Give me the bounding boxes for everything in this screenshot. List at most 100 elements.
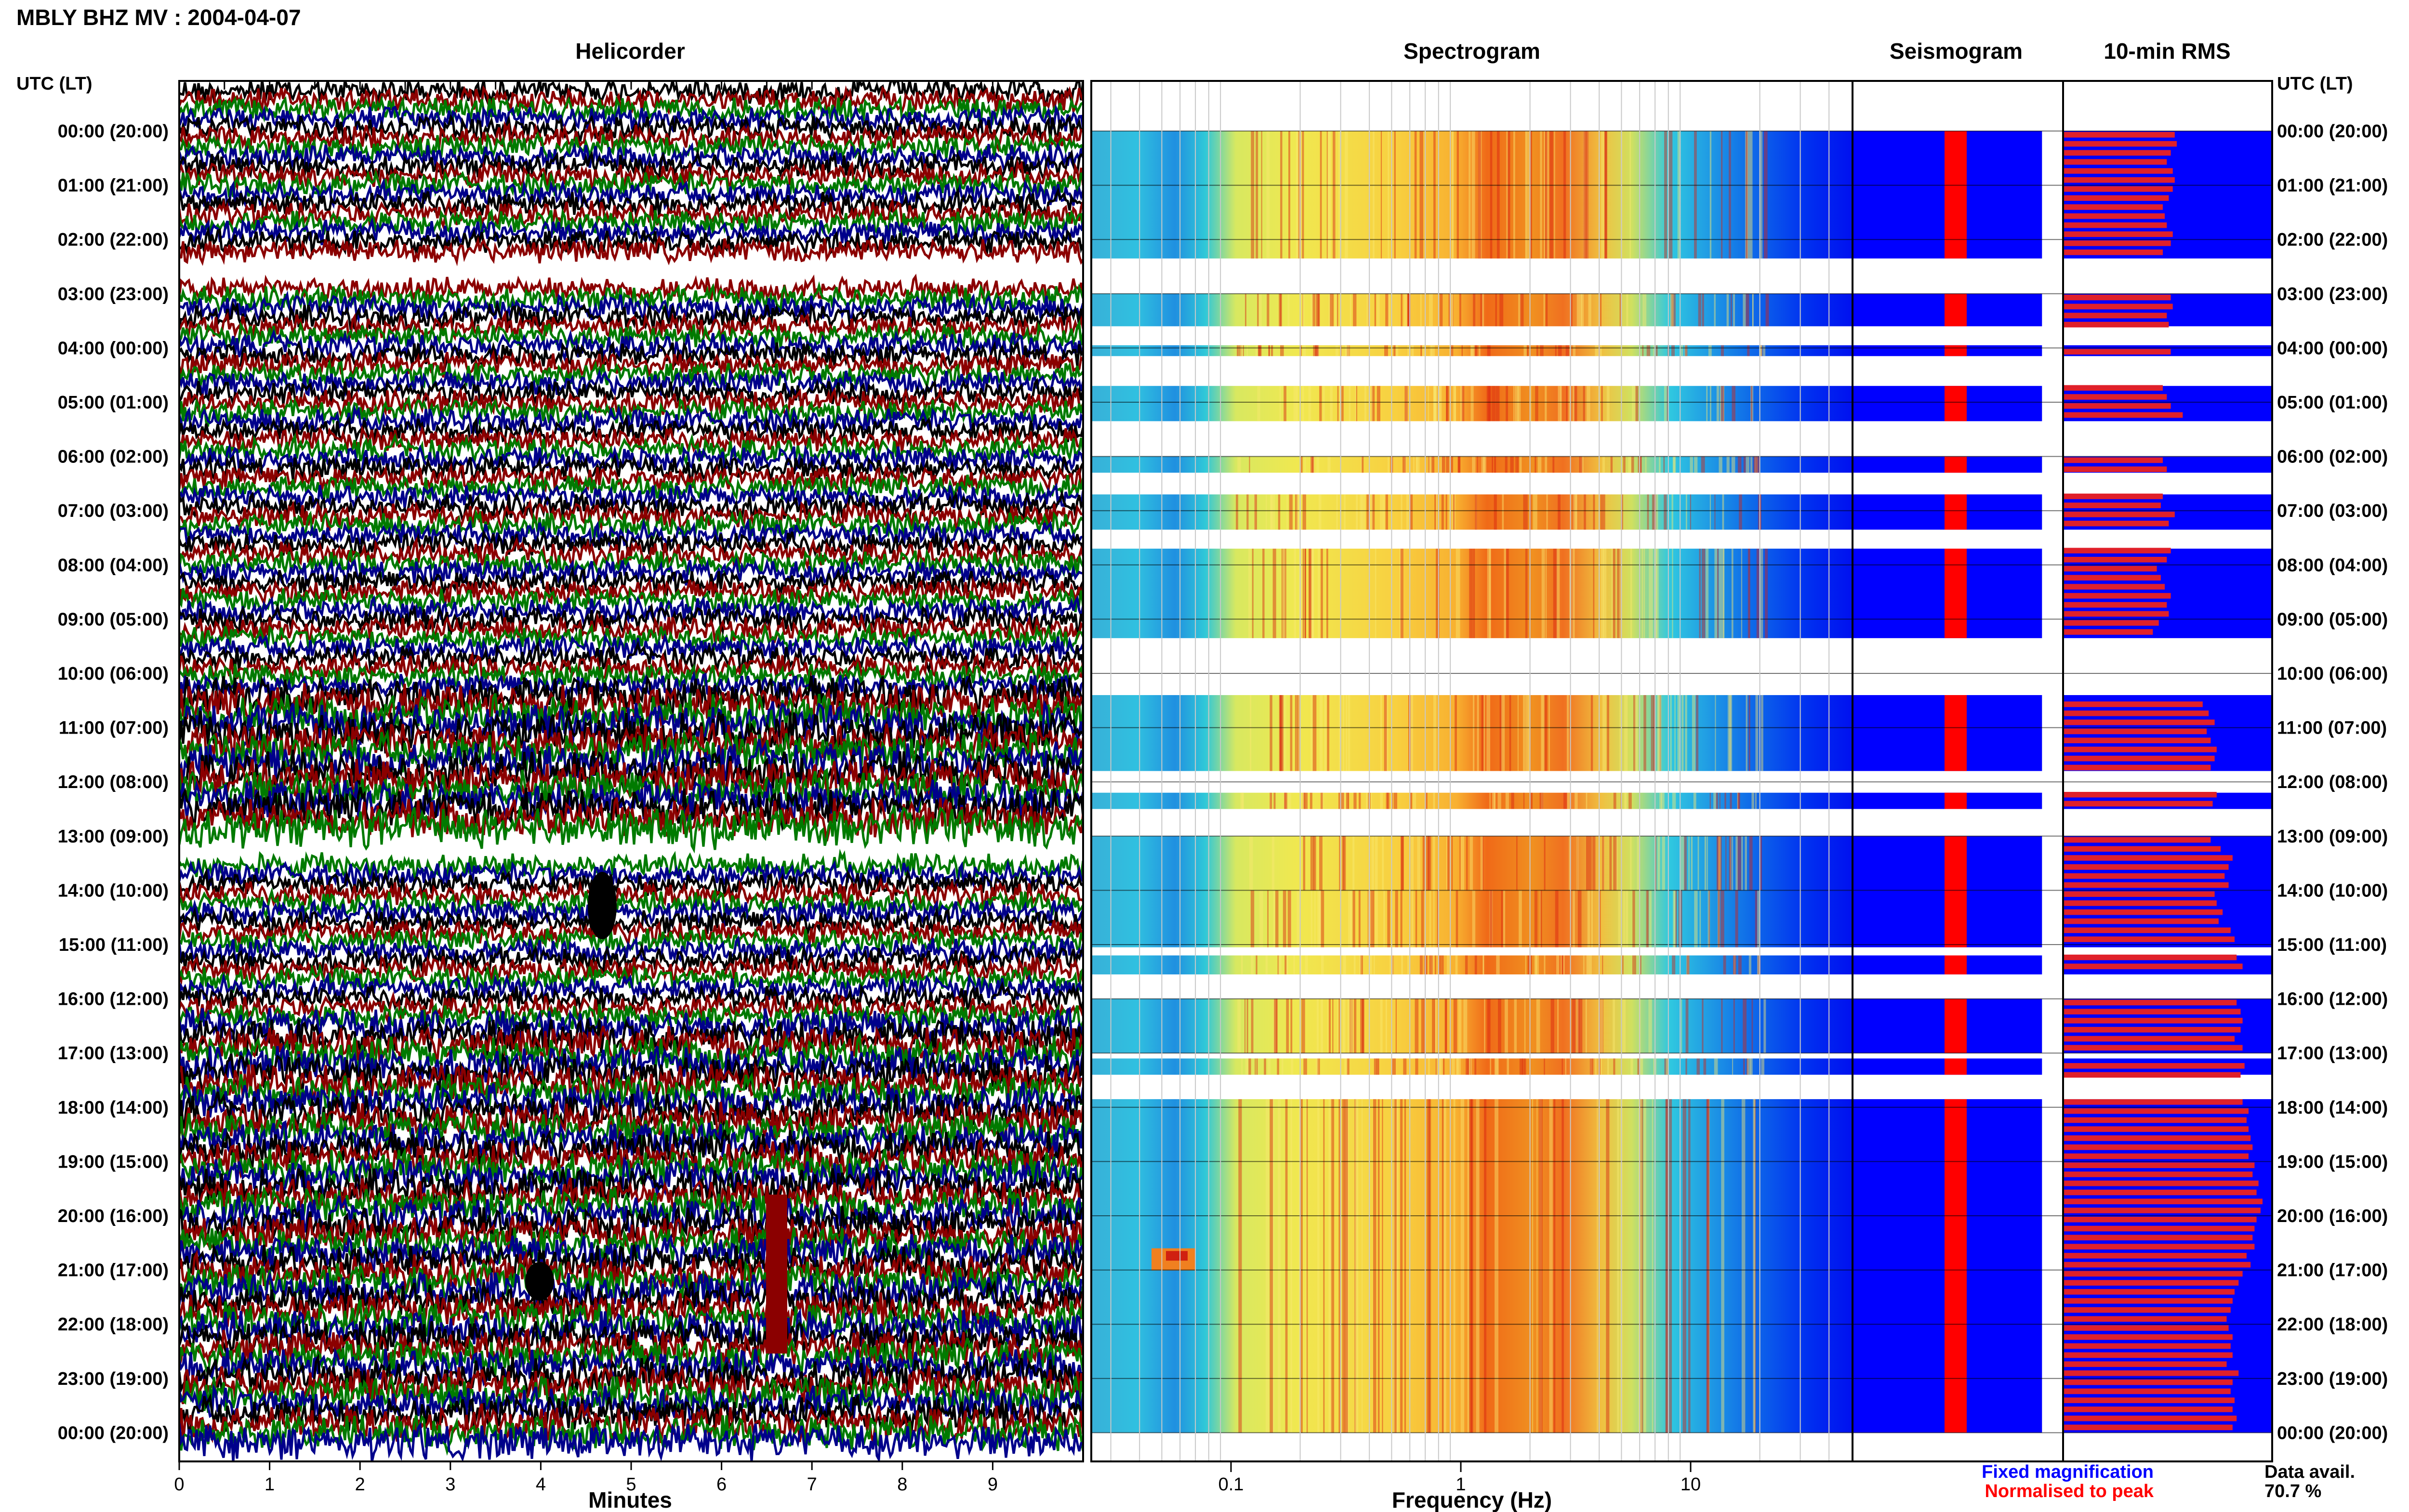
spectrogram-striation	[1237, 345, 1239, 356]
rms-panel	[2063, 131, 2272, 1433]
rms-bar	[2063, 864, 2229, 870]
spectrogram-striation	[1707, 890, 1710, 947]
rms-bar	[2063, 927, 2231, 933]
spectrogram-striation	[1316, 1058, 1319, 1075]
spectrogram-striation	[1642, 293, 1646, 327]
spectrogram-striation	[1305, 955, 1308, 974]
spectrogram-striation	[1604, 131, 1607, 259]
spectrogram-striation	[1622, 955, 1624, 974]
spectrogram-striation	[1496, 131, 1500, 259]
spectrogram-striation	[1699, 549, 1701, 638]
hour-label-right: 00:00 (20:00)	[2277, 121, 2388, 142]
spectrogram-striation	[1585, 999, 1587, 1053]
spectrogram-striation	[1345, 1099, 1349, 1433]
spectrogram-striation	[1698, 293, 1701, 327]
spectrogram-striation	[1600, 999, 1603, 1053]
spectrogram-striation	[1278, 1099, 1281, 1433]
spectrogram-striation	[1535, 456, 1536, 473]
hour-label-left: 14:00 (10:00)	[58, 881, 169, 901]
spectrogram-striation	[1465, 955, 1468, 974]
spectrogram-striation	[1270, 1099, 1273, 1433]
hour-label-right: 19:00 (15:00)	[2277, 1152, 2388, 1172]
spectrogram-striation	[1318, 494, 1322, 530]
spectrogram-striation	[1624, 695, 1628, 771]
spectrogram-striation	[1268, 1058, 1271, 1075]
helicorder-trace	[179, 95, 1083, 126]
rms-bar	[2063, 1198, 2263, 1205]
spectrogram-striation	[1750, 386, 1754, 421]
spectrogram-striation	[1565, 345, 1570, 356]
spectrogram-striation	[1527, 955, 1530, 974]
spectrogram-striation	[1509, 695, 1511, 771]
spectrogram-striation	[1672, 792, 1676, 809]
spectrogram-striation	[1600, 999, 1603, 1053]
spectrogram-striation	[1421, 890, 1424, 947]
rms-bar	[2063, 1144, 2253, 1150]
rms-bar	[2063, 891, 2215, 897]
spectrogram-striation	[1516, 836, 1518, 891]
spectrogram-striation	[1741, 549, 1742, 638]
spectrogram-striation	[1707, 1099, 1710, 1433]
spectrogram-striation	[1555, 345, 1557, 356]
utc-header-right: UTC (LT)	[2277, 74, 2353, 94]
spectrogram-striation	[1672, 293, 1676, 327]
spectrogram-striation	[1298, 1099, 1300, 1433]
spectrogram-striation	[1540, 890, 1542, 947]
spectrogram-striation	[1527, 345, 1529, 356]
spectrogram-striation	[1313, 836, 1316, 891]
spectrogram-striation	[1671, 494, 1673, 530]
spectrogram-striation	[1753, 456, 1757, 473]
spectrogram-striation	[1334, 293, 1337, 327]
spectrogram-striation	[1696, 695, 1699, 771]
spectrogram-striation	[1477, 695, 1479, 771]
spectrogram-striation	[1419, 131, 1423, 259]
spectrogram-striation	[1686, 955, 1690, 974]
spectrogram-striation	[1719, 549, 1721, 638]
spectrogram-striation	[1673, 456, 1675, 473]
helicorder-x-tick-label: 2	[355, 1474, 365, 1495]
spectrogram-striation	[1309, 549, 1312, 638]
spectrogram-striation	[1743, 293, 1746, 327]
spectrogram-striation	[1595, 345, 1599, 356]
spectrogram-striation	[1759, 131, 1763, 259]
spectrogram-striation	[1681, 695, 1684, 771]
spectrogram-striation	[1317, 1099, 1320, 1433]
spectrogram-striation	[1413, 456, 1415, 473]
spectrogram-striation	[1432, 836, 1435, 891]
spectrogram-striation	[1460, 1099, 1465, 1433]
spectrogram-striation	[1310, 836, 1314, 891]
spectrogram-striation	[1496, 955, 1500, 974]
spectrogram-striation	[1243, 345, 1244, 356]
spectrogram-striation	[1576, 999, 1580, 1053]
spectrogram-striation	[1630, 1058, 1633, 1075]
spectrogram-striation	[1492, 792, 1496, 809]
spectrogram-striation	[1352, 890, 1355, 947]
spectrogram-striation	[1429, 293, 1433, 327]
spectrogram-striation	[1537, 456, 1542, 473]
spectrogram-striation	[1472, 345, 1475, 356]
spectrogram-striation	[1581, 293, 1584, 327]
spectrogram-striation	[1586, 131, 1588, 259]
spectrogram-striation	[1577, 890, 1582, 947]
helicorder-trace	[179, 482, 1083, 511]
spectrogram-striation	[1763, 345, 1766, 356]
spectrogram-striation	[1401, 836, 1404, 891]
spectrogram-striation	[1283, 549, 1285, 638]
spectrogram-striation	[1338, 1099, 1341, 1433]
spectrogram-striation	[1427, 1099, 1430, 1433]
helicorder-x-tick-label: 1	[265, 1474, 275, 1495]
spectrogram-striation	[1653, 345, 1655, 356]
spectrogram-striation	[1303, 1058, 1307, 1075]
spectrogram-striation	[1484, 1099, 1487, 1433]
helicorder-trace	[179, 971, 1083, 1005]
spectrogram-striation	[1737, 456, 1742, 473]
spectrogram-striation	[1401, 955, 1403, 974]
spectrogram-striation	[1579, 293, 1582, 327]
spectrogram-striation	[1310, 890, 1312, 947]
rms-bar	[2063, 349, 2171, 355]
helicorder-event	[588, 872, 617, 939]
spectrogram-striation	[1248, 549, 1251, 638]
spectrogram-striation	[1472, 695, 1475, 771]
spectrogram-striation	[1279, 695, 1283, 771]
hour-label-right: 15:00 (11:00)	[2277, 935, 2387, 955]
